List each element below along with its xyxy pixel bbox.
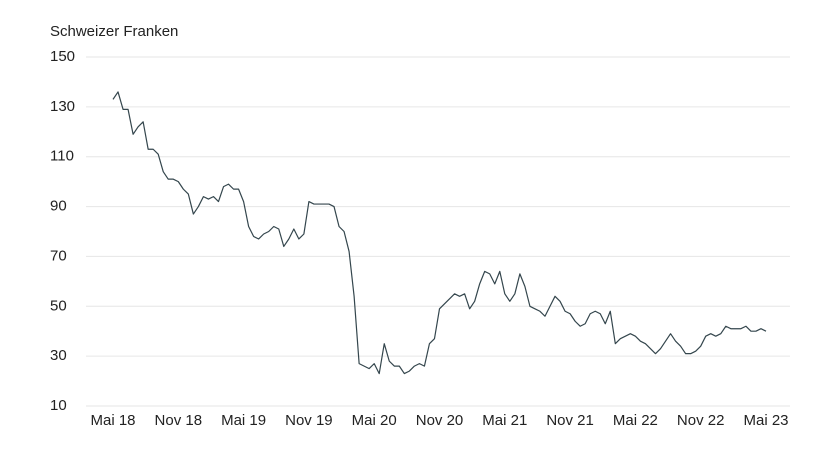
x-tick-label: Nov 19: [285, 412, 333, 429]
x-tick-label: Nov 20: [416, 412, 464, 429]
x-tick-label: Mai 23: [743, 412, 788, 429]
y-tick-label: 50: [50, 297, 67, 314]
y-tick-label: 30: [50, 347, 67, 364]
y-tick-label: 10: [50, 397, 67, 414]
y-tick-label: 130: [50, 98, 75, 115]
x-tick-label: Nov 21: [546, 412, 594, 429]
x-tick-label: Mai 19: [221, 412, 266, 429]
y-tick-label: 90: [50, 198, 67, 215]
x-tick-label: Mai 20: [352, 412, 397, 429]
x-tick-label: Nov 18: [155, 412, 203, 429]
x-tick-label: Mai 18: [90, 412, 135, 429]
y-tick-label: 150: [50, 48, 75, 65]
x-tick-label: Mai 21: [482, 412, 527, 429]
y-tick-label: 110: [50, 148, 74, 165]
y-tick-label: 70: [50, 247, 67, 264]
price-line: [112, 91, 767, 375]
x-tick-label: Nov 22: [677, 412, 725, 429]
chart-title: Schweizer Franken: [50, 23, 178, 40]
x-tick-label: Mai 22: [613, 412, 658, 429]
